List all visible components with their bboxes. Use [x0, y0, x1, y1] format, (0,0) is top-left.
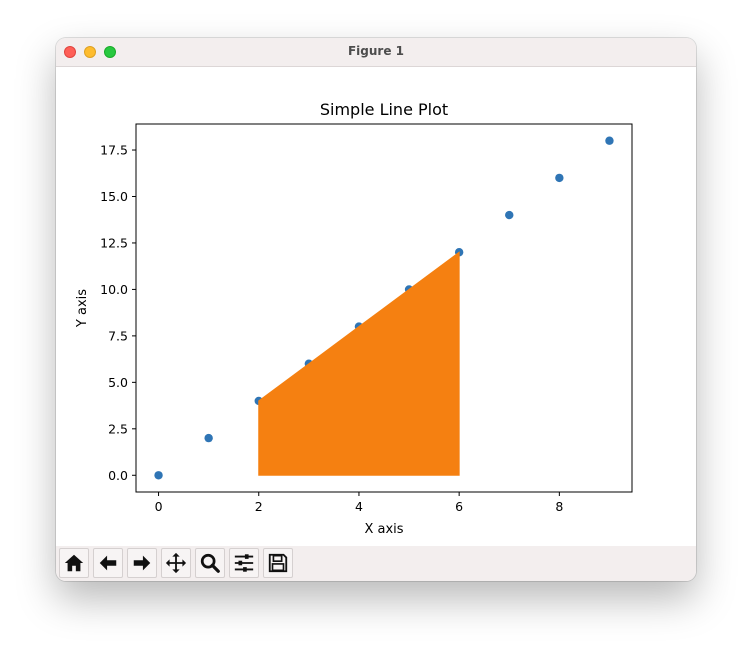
y-tick-label: 10.0 [100, 282, 128, 297]
maximize-window-button[interactable] [104, 46, 116, 58]
title-bar: Figure 1 [56, 38, 696, 67]
y-tick-label: 17.5 [100, 143, 128, 158]
x-tick-label: 4 [355, 499, 363, 514]
window-title: Figure 1 [347, 44, 405, 58]
pan-button[interactable] [161, 548, 191, 578]
chart: Simple Line Plot X axis Y axis 0 2 4 6 8 0.0 2… [75, 100, 633, 537]
figure-canvas: Simple Line Plot X axis Y axis 0 2 4 6 8 0.0 2… [56, 67, 696, 546]
arrow-left-icon [99, 555, 117, 571]
minimize-window-button[interactable] [84, 46, 96, 58]
sliders-icon [234, 554, 254, 572]
plot-frame [135, 123, 633, 493]
move-icon [165, 552, 187, 574]
back-button[interactable] [93, 548, 123, 578]
arrow-right-icon [133, 555, 151, 571]
x-tick-label: 8 [555, 499, 563, 514]
chart-title: Simple Line Plot [320, 100, 448, 119]
y-tick-label: 15.0 [100, 189, 128, 204]
scatter-point [605, 136, 614, 145]
scatter-point [204, 433, 213, 443]
y-tick-label: 2.5 [108, 421, 128, 436]
navigation-toolbar [56, 546, 696, 581]
x-tick-label: 2 [255, 499, 263, 514]
y-tick-label: 12.5 [100, 235, 128, 250]
save-button[interactable] [263, 548, 293, 578]
zoom-button[interactable] [195, 548, 225, 578]
figure-window: Figure 1 Simple Line Plot X axis Y axis … [56, 38, 696, 581]
y-tick-label: 5.0 [108, 375, 128, 390]
configure-subplots-button[interactable] [229, 548, 259, 578]
x-tick-label: 0 [155, 499, 163, 514]
scatter-point [555, 173, 564, 183]
filled-area [258, 251, 460, 476]
floppy-disk-icon [268, 553, 288, 573]
scatter-point [154, 471, 163, 480]
home-button[interactable] [59, 548, 89, 578]
y-tick-label: 7.5 [108, 328, 128, 343]
forward-button[interactable] [127, 548, 157, 578]
x-tick-label: 6 [455, 499, 463, 514]
y-tick-label: 0.0 [108, 468, 128, 483]
scatter-point [505, 210, 514, 220]
close-window-button[interactable] [64, 46, 76, 58]
home-icon [64, 554, 84, 572]
y-axis-label: Y axis [75, 289, 90, 328]
magnifier-icon [200, 553, 220, 573]
x-axis-label: X axis [364, 522, 403, 537]
